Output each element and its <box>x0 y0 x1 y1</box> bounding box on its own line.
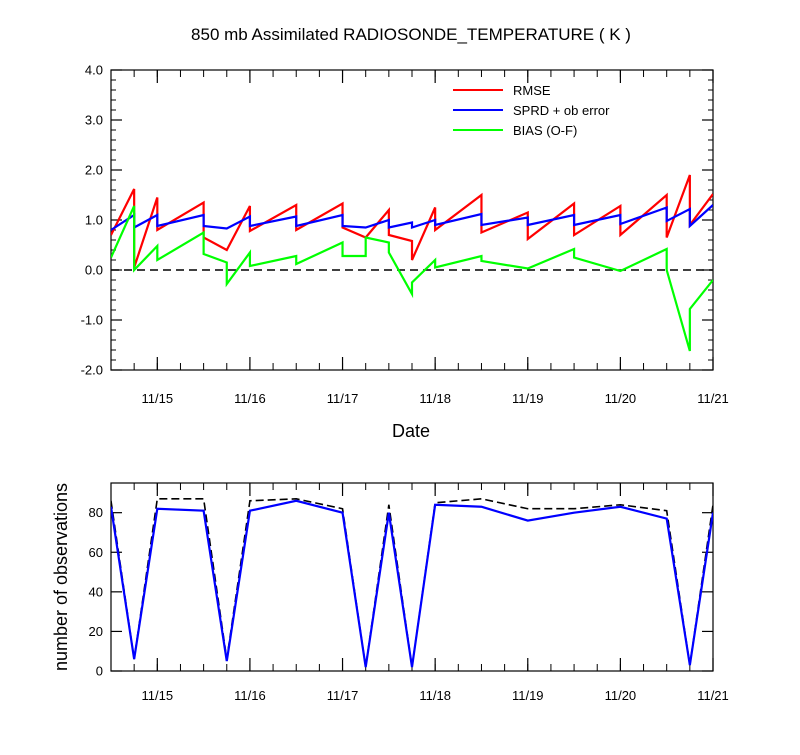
top-x-tick-label: 11/18 <box>419 391 451 406</box>
bottom-x-tick-label: 11/18 <box>419 688 451 703</box>
top-y-tick-label: 4.0 <box>85 63 103 78</box>
bottom-x-tick-label: 11/16 <box>234 688 266 703</box>
top-x-tick-label: 11/16 <box>234 391 266 406</box>
top-x-axis-title: Date <box>392 421 430 441</box>
top-plot-frame <box>110 69 714 371</box>
top-y-tick-label: 1.0 <box>85 213 103 228</box>
bottom-y-tick-label: 80 <box>89 505 103 520</box>
top-y-tick-label: -2.0 <box>81 363 103 378</box>
top-series-bias-o-f <box>111 205 713 352</box>
bottom-panel: 11/15 11/16 11/17 11/18 11/19 11/20 11/21 0 20 40… <box>89 482 729 703</box>
top-panel: 11/15 11/16 11/17 11/18 11/19 11/20 11/21 -2.0 -… <box>81 63 729 407</box>
top-x-tick-label: 11/17 <box>327 391 359 406</box>
bottom-series-used <box>111 499 713 668</box>
top-x-tick-label: 11/19 <box>512 391 544 406</box>
top-x-tick-label: 11/20 <box>605 391 637 406</box>
bottom-y-axis-title: number of observations <box>51 483 71 671</box>
legend-label: SPRD + ob error <box>513 103 610 118</box>
bottom-y-tick-label: 20 <box>89 624 103 639</box>
chart-title: 850 mb Assimilated RADIOSONDE_TEMPERATUR… <box>191 25 631 44</box>
bottom-x-tick-label: 11/15 <box>142 688 174 703</box>
top-y-tick-label: 2.0 <box>85 163 103 178</box>
top-series-sprd-ob-error <box>111 204 713 231</box>
top-y-tick-label: 3.0 <box>85 113 103 128</box>
top-series-rmse <box>111 174 713 268</box>
legend-label: BIAS (O-F) <box>513 123 577 138</box>
bottom-y-tick-label: 40 <box>89 584 103 599</box>
legend-label: RMSE <box>513 83 551 98</box>
bottom-x-tick-label: 11/20 <box>605 688 637 703</box>
top-x-tick-label: 11/21 <box>697 391 729 406</box>
bottom-x-tick-label: 11/21 <box>697 688 729 703</box>
bottom-y-tick-label: 60 <box>89 545 103 560</box>
bottom-y-tick-label: 0 <box>96 664 103 679</box>
top-x-tick-label: 11/15 <box>142 391 174 406</box>
top-y-tick-label: -1.0 <box>81 313 103 328</box>
bottom-x-tick-label: 11/19 <box>512 688 544 703</box>
top-y-tick-label: 0.0 <box>85 263 103 278</box>
bottom-series-possible <box>111 498 713 668</box>
bottom-x-tick-label: 11/17 <box>327 688 359 703</box>
